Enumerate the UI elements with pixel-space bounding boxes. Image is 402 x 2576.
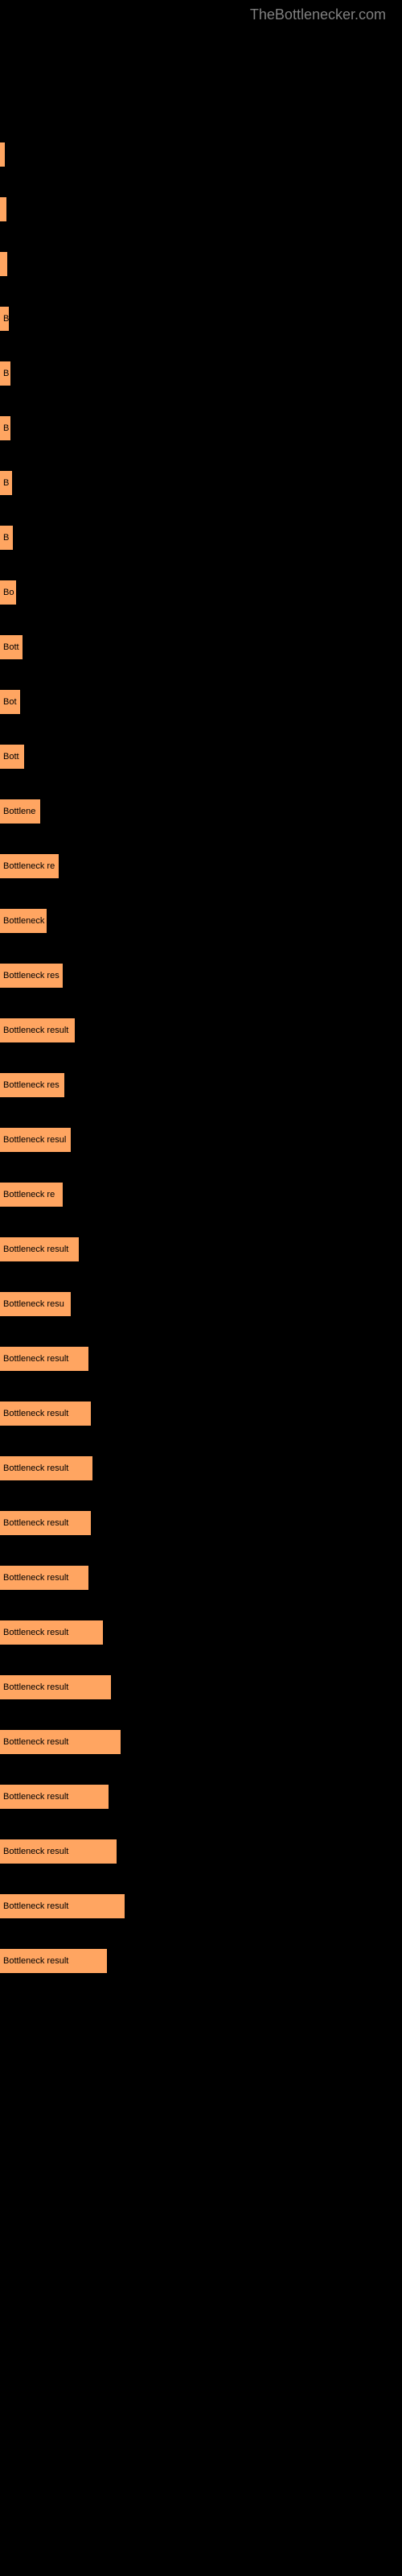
chart-bar: Bo	[0, 580, 16, 605]
chart-bar: Bottleneck re	[0, 1183, 63, 1207]
chart-bar: Bottleneck resu	[0, 1292, 71, 1316]
chart-bar: Bottleneck result	[0, 1456, 92, 1480]
chart-bar: Bottleneck res	[0, 964, 63, 988]
chart-bar: Bottleneck result	[0, 1347, 88, 1371]
chart-bar: B	[0, 416, 10, 440]
chart-bar: Bottleneck result	[0, 1402, 91, 1426]
chart-bar: Bottleneck result	[0, 1894, 125, 1918]
chart-bar: Bottleneck result	[0, 1839, 117, 1864]
bars-container: B B B B B Bo Bott Bot Bott Bottlene Bottleneck re B…	[0, 30, 402, 1989]
watermark-text: TheBottlenecker.com	[0, 0, 402, 30]
chart-bar: Bottleneck result	[0, 1018, 75, 1042]
chart-bar: Bottleneck result	[0, 1785, 109, 1809]
chart-bar: Bottleneck re	[0, 854, 59, 878]
chart-bar: Bot	[0, 690, 20, 714]
chart-bar: Bott	[0, 635, 23, 659]
chart-bar: Bottleneck result	[0, 1511, 91, 1535]
chart-bar: Bottleneck resul	[0, 1128, 71, 1152]
chart-bar: Bottleneck result	[0, 1675, 111, 1699]
chart-bar	[0, 252, 7, 276]
chart-bar	[0, 142, 5, 167]
chart-bar: Bottleneck res	[0, 1073, 64, 1097]
chart-bar: B	[0, 526, 13, 550]
chart-bar: Bottleneck result	[0, 1237, 79, 1261]
chart-bar: Bott	[0, 745, 24, 769]
chart-bar: B	[0, 307, 9, 331]
chart-bar: Bottleneck result	[0, 1949, 107, 1973]
chart-bar: Bottleneck	[0, 909, 47, 933]
chart-bar: Bottleneck result	[0, 1566, 88, 1590]
chart-bar: Bottlene	[0, 799, 40, 824]
chart-bar: B	[0, 361, 10, 386]
chart-bar	[0, 197, 6, 221]
chart-bar: B	[0, 471, 12, 495]
chart-bar: Bottleneck result	[0, 1730, 121, 1754]
chart-bar: Bottleneck result	[0, 1620, 103, 1645]
